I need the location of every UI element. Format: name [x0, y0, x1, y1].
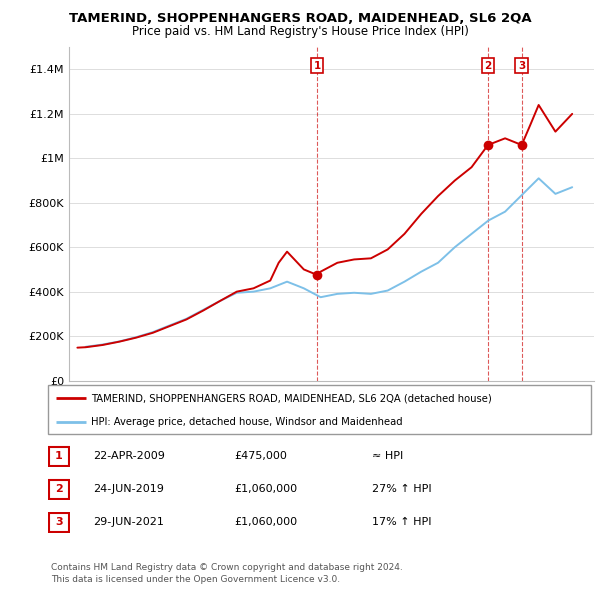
Text: 22-APR-2009: 22-APR-2009: [93, 451, 165, 461]
Text: TAMERIND, SHOPPENHANGERS ROAD, MAIDENHEAD, SL6 2QA (detached house): TAMERIND, SHOPPENHANGERS ROAD, MAIDENHEA…: [91, 394, 492, 404]
Text: This data is licensed under the Open Government Licence v3.0.: This data is licensed under the Open Gov…: [51, 575, 340, 584]
Text: £1,060,000: £1,060,000: [234, 484, 297, 494]
Text: 2: 2: [484, 61, 491, 71]
Text: 2: 2: [55, 484, 62, 494]
Text: 24-JUN-2019: 24-JUN-2019: [93, 484, 164, 494]
Text: 3: 3: [518, 61, 526, 71]
Text: £475,000: £475,000: [234, 451, 287, 461]
Text: £1,060,000: £1,060,000: [234, 517, 297, 527]
Text: Price paid vs. HM Land Registry's House Price Index (HPI): Price paid vs. HM Land Registry's House …: [131, 25, 469, 38]
Text: 17% ↑ HPI: 17% ↑ HPI: [372, 517, 431, 527]
Text: 1: 1: [55, 451, 62, 461]
Text: 1: 1: [314, 61, 321, 71]
Text: 27% ↑ HPI: 27% ↑ HPI: [372, 484, 431, 494]
Text: HPI: Average price, detached house, Windsor and Maidenhead: HPI: Average price, detached house, Wind…: [91, 417, 403, 427]
Text: 29-JUN-2021: 29-JUN-2021: [93, 517, 164, 527]
Text: Contains HM Land Registry data © Crown copyright and database right 2024.: Contains HM Land Registry data © Crown c…: [51, 563, 403, 572]
Text: TAMERIND, SHOPPENHANGERS ROAD, MAIDENHEAD, SL6 2QA: TAMERIND, SHOPPENHANGERS ROAD, MAIDENHEA…: [68, 12, 532, 25]
Text: ≈ HPI: ≈ HPI: [372, 451, 403, 461]
Text: 3: 3: [55, 517, 62, 527]
